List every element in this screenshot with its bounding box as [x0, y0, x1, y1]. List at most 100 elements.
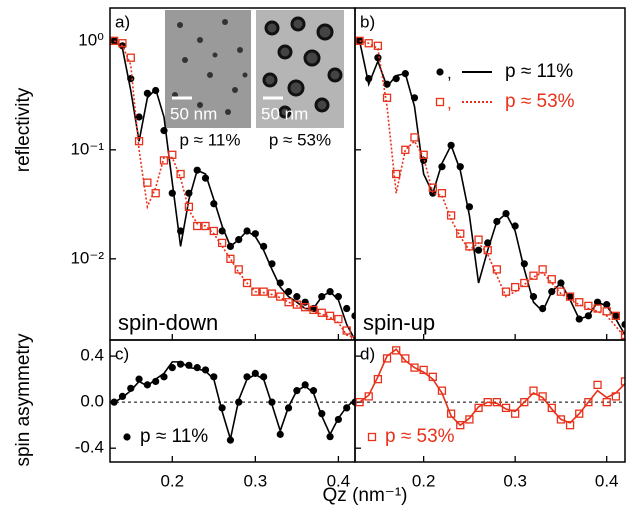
legend-separator: , — [447, 63, 452, 82]
legend-label: p ≈ 11% — [140, 426, 208, 447]
data-point — [410, 363, 419, 372]
data-point — [143, 381, 151, 389]
plot-frame — [354, 7, 626, 341]
data-point — [446, 211, 456, 220]
data-point — [593, 380, 602, 390]
y-tick-label: 10⁰ — [78, 30, 104, 49]
data-point — [511, 409, 520, 418]
data-point — [483, 246, 492, 255]
data-point — [127, 384, 135, 392]
x-tick-label: 0.3 — [244, 471, 268, 490]
data-point — [410, 133, 419, 142]
inset-caption: p ≈ 11% — [180, 130, 241, 149]
data-point — [217, 238, 227, 248]
data-point — [234, 265, 243, 274]
data-point — [401, 354, 410, 363]
data-point — [123, 433, 131, 441]
y-axis-label: spin asymmetry — [13, 333, 34, 467]
data-point — [584, 398, 593, 407]
data-point — [367, 432, 377, 442]
data-point — [135, 113, 143, 121]
data-point — [317, 308, 326, 317]
fit-line — [359, 348, 625, 427]
data-point — [176, 169, 185, 179]
plot-area — [110, 360, 355, 444]
data-point — [168, 364, 176, 372]
data-point — [143, 178, 152, 187]
data-point — [566, 293, 574, 301]
data-point — [565, 421, 575, 430]
data-point — [520, 398, 529, 407]
inset-caption: p ≈ 53% — [269, 130, 331, 149]
data-point — [575, 409, 584, 418]
plot-area — [110, 36, 355, 340]
data-point — [511, 282, 520, 292]
data-point — [436, 68, 444, 76]
plot-area — [355, 346, 625, 430]
data-point — [201, 221, 210, 231]
legend-separator: , — [447, 93, 452, 112]
fit-line — [359, 40, 625, 338]
data-point — [401, 145, 410, 154]
data-point — [620, 330, 625, 340]
data-point — [210, 373, 218, 381]
legend-label: p ≈ 53% — [385, 426, 455, 447]
data-point — [284, 298, 293, 307]
data-point — [334, 314, 343, 324]
data-point — [135, 375, 143, 383]
legend-label: p ≈ 53% — [505, 91, 575, 112]
data-point — [575, 298, 584, 307]
data-point — [392, 346, 401, 355]
plot-area — [355, 36, 625, 340]
panel-label: a) — [115, 12, 130, 31]
data-point — [373, 41, 383, 50]
inset-rings — [262, 16, 343, 119]
inset-dots — [172, 19, 248, 115]
data-point — [351, 312, 355, 320]
data-point — [251, 287, 260, 296]
data-point — [355, 36, 364, 45]
legend-label: p ≈ 11% — [505, 61, 573, 82]
data-point — [226, 436, 235, 444]
data-point — [603, 301, 611, 309]
data-point — [134, 137, 144, 146]
data-point — [593, 304, 602, 313]
data-point — [326, 433, 334, 441]
scale-label: 50 nm — [170, 104, 217, 123]
data-point — [126, 53, 135, 62]
data-point — [547, 275, 556, 284]
data-point — [501, 403, 511, 413]
data-point — [342, 326, 351, 335]
data-point — [602, 398, 611, 407]
x-tick-label: 0.3 — [503, 471, 527, 490]
y-axis-label: reflectivity — [13, 87, 34, 172]
data-point — [456, 421, 465, 430]
data-point — [465, 415, 474, 424]
data-point — [293, 293, 301, 301]
panel-label: b) — [360, 12, 375, 31]
data-point — [529, 271, 538, 280]
y-tick-label: 10⁻¹ — [70, 139, 104, 158]
data-point — [168, 189, 176, 197]
data-point — [276, 292, 285, 301]
data-point — [620, 377, 625, 386]
data-point — [621, 320, 625, 329]
data-point — [242, 278, 252, 288]
y-tick-label: 0.0 — [80, 392, 104, 411]
data-point — [276, 430, 284, 438]
panel-annotation: spin-down — [118, 310, 218, 335]
data-point — [301, 298, 309, 306]
y-tick-label: 10⁻² — [70, 248, 104, 267]
data-point — [259, 287, 268, 296]
data-point — [474, 403, 483, 413]
data-point — [374, 54, 382, 62]
data-point — [446, 409, 456, 418]
data-point — [492, 265, 502, 274]
data-point — [474, 246, 483, 254]
x-tick-label: 0.2 — [160, 471, 184, 490]
panel-label: c) — [115, 344, 129, 363]
x-tick-label: 0.2 — [412, 471, 436, 490]
data-point — [520, 278, 529, 288]
data-point — [382, 354, 392, 363]
